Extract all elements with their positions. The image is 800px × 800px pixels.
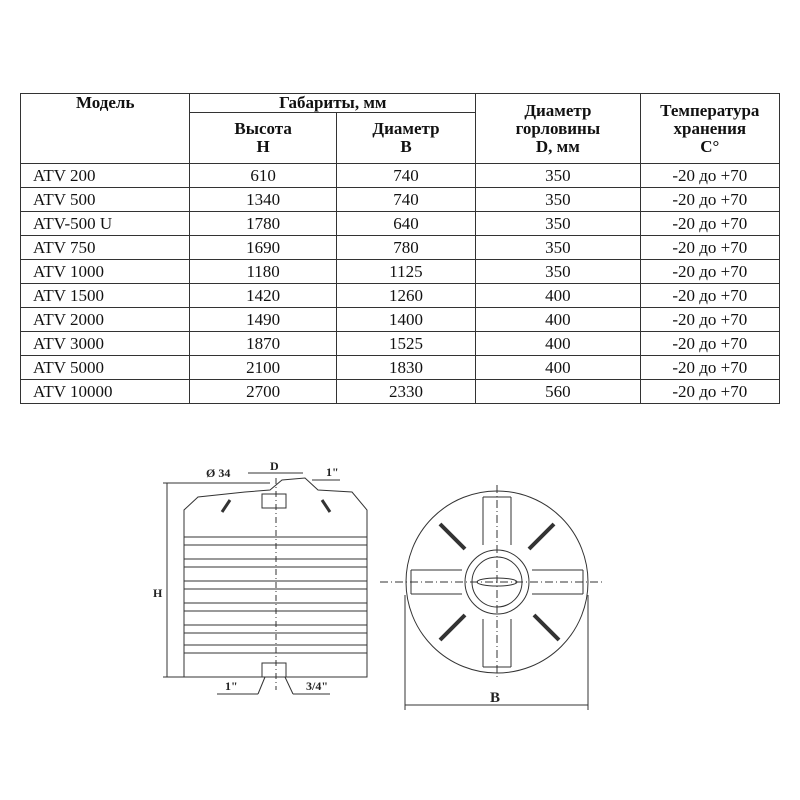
cell-neck: 350 bbox=[475, 163, 641, 188]
label-bottom-right: 3/4" bbox=[306, 679, 328, 693]
cell-diameter: 1400 bbox=[335, 307, 477, 332]
label-d: D bbox=[270, 459, 279, 473]
cell-height: 2700 bbox=[189, 379, 337, 404]
label-bottom-left: 1" bbox=[225, 679, 238, 693]
label-b: B bbox=[490, 690, 500, 706]
header-dimensions: Габариты, мм bbox=[189, 93, 477, 113]
label-h: H bbox=[153, 586, 163, 600]
top-view: B bbox=[380, 485, 605, 710]
cell-model: ATV 3000 bbox=[19, 331, 191, 356]
cell-diameter: 740 bbox=[335, 187, 477, 212]
cell-model: ATV 1500 bbox=[19, 283, 191, 308]
table-row: ATV 10000 2700 2330 560 -20 до +70 bbox=[19, 379, 781, 404]
cell-neck: 400 bbox=[475, 355, 641, 380]
cell-height: 1490 bbox=[189, 307, 337, 332]
header-temp: Температура хранения C° bbox=[639, 93, 781, 164]
cell-temp: -20 до +70 bbox=[639, 211, 781, 236]
cell-temp: -20 до +70 bbox=[639, 379, 781, 404]
table-row: ATV 200 610 740 350 -20 до +70 bbox=[19, 163, 781, 188]
cell-neck: 400 bbox=[475, 283, 641, 308]
cell-height: 610 bbox=[189, 163, 337, 188]
side-view: Ø 34 D 1" H 1" 3/4" bbox=[153, 459, 368, 695]
cell-neck: 350 bbox=[475, 211, 641, 236]
cell-temp: -20 до +70 bbox=[639, 355, 781, 380]
cell-height: 1340 bbox=[189, 187, 337, 212]
cell-diameter: 640 bbox=[335, 211, 477, 236]
label-top-fitting: 1" bbox=[326, 465, 339, 479]
label-d34: Ø 34 bbox=[206, 466, 230, 480]
cell-diameter: 1525 bbox=[335, 331, 477, 356]
table-row: ATV 3000 1870 1525 400 -20 до +70 bbox=[19, 331, 781, 356]
header-model: Модель bbox=[19, 93, 191, 164]
cell-height: 1420 bbox=[189, 283, 337, 308]
cell-model: ATV 500 bbox=[19, 187, 191, 212]
specs-table: Модель Габариты, мм Диаметр горловины D, м… bbox=[19, 93, 781, 404]
table-row: ATV-500 U 1780 640 350 -20 до +70 bbox=[19, 211, 781, 236]
cell-model: ATV 200 bbox=[19, 163, 191, 188]
cell-model: ATV 1000 bbox=[19, 259, 191, 284]
cell-model: ATV 2000 bbox=[19, 307, 191, 332]
cell-model: ATV 10000 bbox=[19, 379, 191, 404]
table-row: ATV 1000 1180 1125 350 -20 до +70 bbox=[19, 259, 781, 284]
cell-model: ATV 750 bbox=[19, 235, 191, 260]
table-row: ATV 750 1690 780 350 -20 до +70 bbox=[19, 235, 781, 260]
cell-temp: -20 до +70 bbox=[639, 307, 781, 332]
cell-temp: -20 до +70 bbox=[639, 259, 781, 284]
table-row: ATV 1500 1420 1260 400 -20 до +70 bbox=[19, 283, 781, 308]
cell-neck: 560 bbox=[475, 379, 641, 404]
cell-temp: -20 до +70 bbox=[639, 331, 781, 356]
table-row: ATV 500 1340 740 350 -20 до +70 bbox=[19, 187, 781, 212]
cell-height: 1780 bbox=[189, 211, 337, 236]
cell-diameter: 2330 bbox=[335, 379, 477, 404]
cell-temp: -20 до +70 bbox=[639, 283, 781, 308]
